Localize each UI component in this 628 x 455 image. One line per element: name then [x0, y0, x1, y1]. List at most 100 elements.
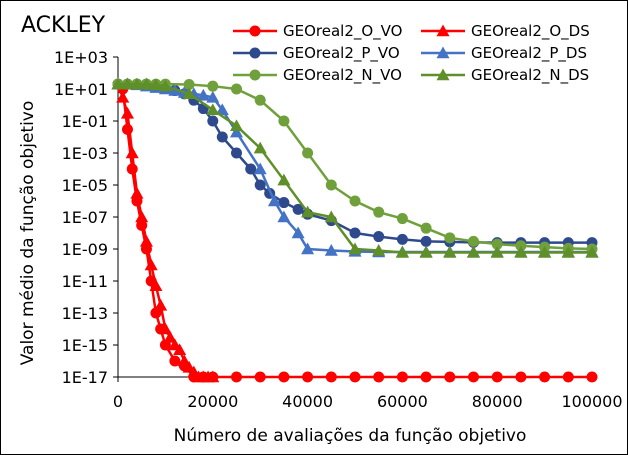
y-tick-label: 1E-03	[62, 144, 108, 163]
x-tick-label: 40000	[282, 392, 333, 411]
data-point	[126, 163, 138, 175]
data-point	[158, 79, 172, 92]
data-point	[120, 77, 134, 90]
data-point	[216, 131, 228, 143]
legend-label: GEOreal2_P_DS	[471, 44, 587, 63]
data-point	[515, 240, 527, 252]
data-point	[121, 123, 133, 135]
data-point	[254, 371, 266, 383]
x-tick-label: 0	[113, 392, 123, 411]
data-point	[538, 246, 552, 258]
series-GEOreal2_P_VO	[112, 78, 598, 249]
y-tick-label: 1E-13	[62, 304, 108, 323]
data-point	[111, 77, 125, 90]
data-point	[253, 141, 267, 154]
data-point	[182, 87, 196, 100]
data-point	[149, 78, 163, 91]
x-axis-ticks: 0 20000 40000 60000 80000 100000	[113, 377, 623, 411]
data-point	[348, 242, 362, 255]
plot-series	[111, 77, 599, 383]
data-point	[245, 163, 257, 175]
data-point	[230, 125, 243, 138]
data-point	[207, 115, 219, 127]
x-axis-title: Número de avaliações da função objetivo	[174, 426, 527, 446]
data-point	[231, 371, 242, 383]
legend-item: GEOreal2_N_DS	[421, 66, 589, 85]
data-point	[278, 197, 290, 209]
data-point	[420, 371, 432, 383]
data-point	[154, 298, 168, 311]
data-point	[325, 179, 337, 191]
data-point	[207, 80, 219, 92]
data-point	[467, 246, 480, 258]
data-point	[515, 371, 527, 383]
data-point	[183, 79, 195, 91]
y-tick-label: 1E+03	[54, 48, 108, 67]
data-point	[585, 246, 599, 258]
data-point	[130, 77, 144, 90]
legend-marker	[249, 69, 261, 81]
data-point	[301, 242, 315, 255]
series-GEOreal2_O_DS	[111, 77, 220, 383]
data-point	[468, 235, 479, 247]
data-point	[149, 279, 163, 292]
series-line	[118, 82, 592, 244]
data-point	[349, 371, 361, 383]
data-point	[292, 203, 304, 215]
data-point	[491, 238, 503, 250]
data-point	[468, 371, 479, 383]
series-line	[118, 82, 593, 251]
series-GEOreal2_N_DS	[111, 77, 599, 258]
legend-label: GEOreal2_P_VO	[283, 44, 400, 63]
legend-label: GEOreal2_N_DS	[471, 66, 589, 85]
data-point	[173, 343, 187, 356]
data-point	[177, 354, 191, 367]
data-point	[253, 162, 267, 175]
data-point	[444, 232, 456, 244]
legend-item: GEOreal2_N_VO	[233, 66, 402, 85]
legend-item: GEOreal2_P_DS	[421, 44, 587, 63]
data-point	[443, 246, 457, 258]
x-tick-label: 20000	[187, 392, 238, 411]
y-tick-label: 1E-17	[62, 368, 108, 387]
data-point	[562, 371, 574, 383]
x-tick-label: 60000	[377, 392, 428, 411]
data-point	[277, 173, 291, 186]
legend-label: GEOreal2_N_VO	[283, 66, 402, 85]
data-point	[163, 330, 177, 343]
data-point	[254, 179, 266, 191]
data-point	[215, 103, 229, 116]
data-point	[144, 258, 158, 271]
data-point	[420, 222, 432, 234]
y-tick-label: 1E-05	[62, 176, 108, 195]
data-point	[420, 235, 432, 247]
data-point	[120, 106, 134, 119]
data-point	[514, 246, 528, 258]
data-point	[267, 194, 281, 207]
data-point	[206, 103, 220, 116]
data-point	[302, 371, 314, 383]
legend-label: GEOreal2_O_VO	[283, 22, 403, 41]
y-tick-label: 1E+01	[54, 80, 108, 99]
x-tick-label: 80000	[472, 392, 523, 411]
data-point	[278, 371, 290, 383]
data-point	[230, 119, 243, 132]
legend-item: GEOreal2_O_VO	[233, 22, 403, 41]
data-point	[324, 210, 338, 223]
data-point	[539, 371, 551, 383]
data-point	[130, 186, 144, 199]
data-point	[373, 206, 385, 218]
legend-marker	[249, 25, 261, 37]
legend-marker	[436, 46, 450, 59]
y-axis-title: Valor médio da função objetivo	[18, 101, 38, 366]
data-point	[372, 244, 386, 256]
legend: GEOreal2_O_VO GEOreal2_O_DS GEOreal2_P_VO G…	[233, 22, 590, 85]
y-tick-label: 1E-09	[62, 240, 108, 259]
data-point	[278, 115, 290, 127]
y-tick-label: 1E-01	[62, 112, 108, 131]
data-point	[349, 227, 361, 239]
data-point	[125, 146, 139, 159]
data-point	[231, 147, 242, 159]
data-point	[586, 371, 598, 383]
